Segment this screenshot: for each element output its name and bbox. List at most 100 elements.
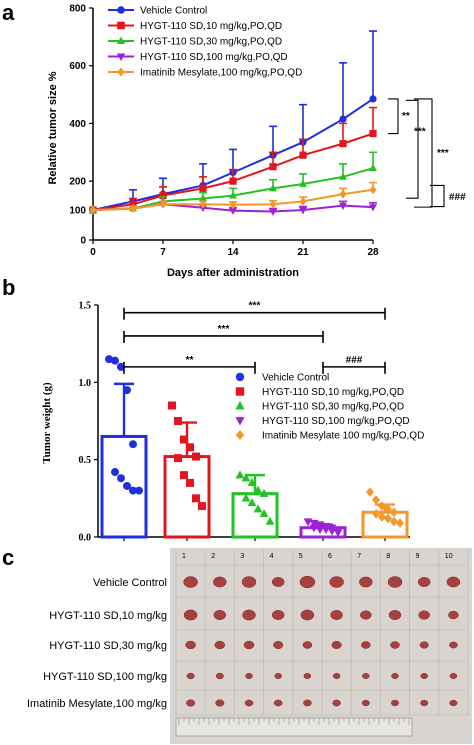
tumor [299, 575, 316, 589]
tumor [390, 641, 400, 649]
data-point [235, 470, 245, 479]
tumor [419, 641, 429, 649]
legend-label: Imatinib Mesylate 100 mg/kg,PO,QD [262, 431, 424, 442]
sig-label: ### [346, 355, 363, 366]
sig-label: *** [218, 324, 230, 335]
y-tick-label-a: 100 [69, 206, 86, 217]
data-point [339, 115, 347, 123]
tumor [214, 640, 226, 650]
x-tick-label-a: 28 [367, 247, 379, 258]
legend-marker [235, 417, 245, 426]
bracket-imatinib-vs-100 [430, 184, 445, 208]
data-point [253, 504, 263, 513]
column-number: 6 [328, 553, 332, 560]
data-point [372, 509, 380, 519]
y-tick-label-b: 0.0 [79, 533, 92, 544]
y-axis-title-a: Relative tumor size % [47, 71, 59, 184]
tumor [183, 576, 198, 588]
tumor [213, 610, 227, 620]
data-point [369, 163, 377, 172]
legend-label: HYGT-110 SD,100 mg/kg,PO,QD [140, 52, 288, 63]
tumor [330, 610, 343, 620]
bracket-vehicle-vs-10 [388, 98, 399, 135]
tumor [302, 641, 313, 649]
row-labels: Vehicle Control HYGT-110 SD,10 mg/kg HYGT-… [27, 577, 167, 710]
tumor [331, 641, 342, 649]
tumor [244, 699, 254, 707]
y-tick-label-a: 400 [69, 119, 86, 130]
sig-label: *** [437, 148, 449, 159]
data-point [339, 172, 347, 180]
data-point [199, 199, 207, 209]
data-point [269, 184, 277, 192]
column-number: 3 [240, 553, 244, 560]
series-a [89, 30, 377, 216]
data-point [369, 129, 377, 138]
data-point [174, 454, 182, 463]
sig-label: ** [402, 111, 410, 122]
bracket-vehicle-vs-30 [406, 99, 419, 199]
sig-label: ### [449, 192, 466, 203]
data-point [384, 504, 392, 514]
legend-label: Vehicle Control [140, 6, 207, 17]
sig-label: ** [186, 355, 194, 366]
y-tick-label-a: 200 [69, 177, 86, 188]
data-point [339, 189, 347, 199]
x-tick-label-a: 14 [227, 247, 239, 258]
tumor [242, 609, 256, 621]
x-tick-label-a: 21 [297, 247, 309, 258]
bar-group-imatinib [361, 487, 409, 539]
data-point [339, 140, 347, 148]
data-point [372, 495, 380, 505]
tumor [186, 672, 195, 680]
tumor [329, 576, 344, 588]
row-label: HYGT-110 SD,100 mg/kg [43, 671, 167, 683]
tumor [273, 641, 284, 649]
tumor [420, 699, 429, 707]
data-point [168, 401, 176, 410]
legend-marker [116, 36, 126, 45]
data-point [378, 501, 386, 511]
column-number: 7 [357, 553, 361, 560]
column-number: 10 [445, 553, 453, 560]
data-point [269, 208, 277, 216]
tumor [300, 609, 315, 621]
legend-label: HYGT-110 SD,30 mg/kg,PO,QD [140, 37, 282, 48]
tumor [446, 576, 461, 588]
tumor [420, 673, 428, 679]
row-label: HYGT-110 SD,30 mg/kg [49, 640, 167, 652]
data-point [247, 478, 257, 487]
bar-group-vehicle [100, 355, 148, 539]
legend-marker [235, 387, 245, 396]
row-label: HYGT-110 SD,10 mg/kg [49, 610, 167, 622]
data-point [229, 191, 237, 199]
legend-a: Vehicle Control HYGT-110 SD,10 mg/kg,PO,Q… [108, 6, 302, 79]
x-axis-title-a: Days after administration [167, 267, 299, 279]
series-line-imatinib [89, 181, 377, 215]
data-point [198, 502, 206, 511]
data-point [396, 518, 404, 528]
tumor [361, 699, 370, 707]
data-point [369, 95, 377, 103]
bar [100, 434, 148, 539]
tumor [271, 610, 285, 620]
legend-marker [235, 429, 245, 441]
legend-marker [235, 400, 245, 410]
data-point [159, 191, 167, 200]
data-point [259, 509, 269, 517]
data-point [378, 512, 386, 522]
y-axis-title-b: Tumor weight (g) [41, 382, 53, 464]
tumor [273, 699, 283, 707]
data-point [366, 487, 374, 497]
data-point [339, 202, 347, 210]
data-point [369, 185, 377, 195]
data-point [315, 526, 325, 535]
tumor [245, 673, 253, 679]
tumor [449, 699, 458, 707]
tumor [186, 699, 196, 707]
data-point [229, 200, 237, 210]
data-point [117, 474, 125, 483]
tumor [303, 699, 312, 707]
data-point [299, 197, 307, 206]
